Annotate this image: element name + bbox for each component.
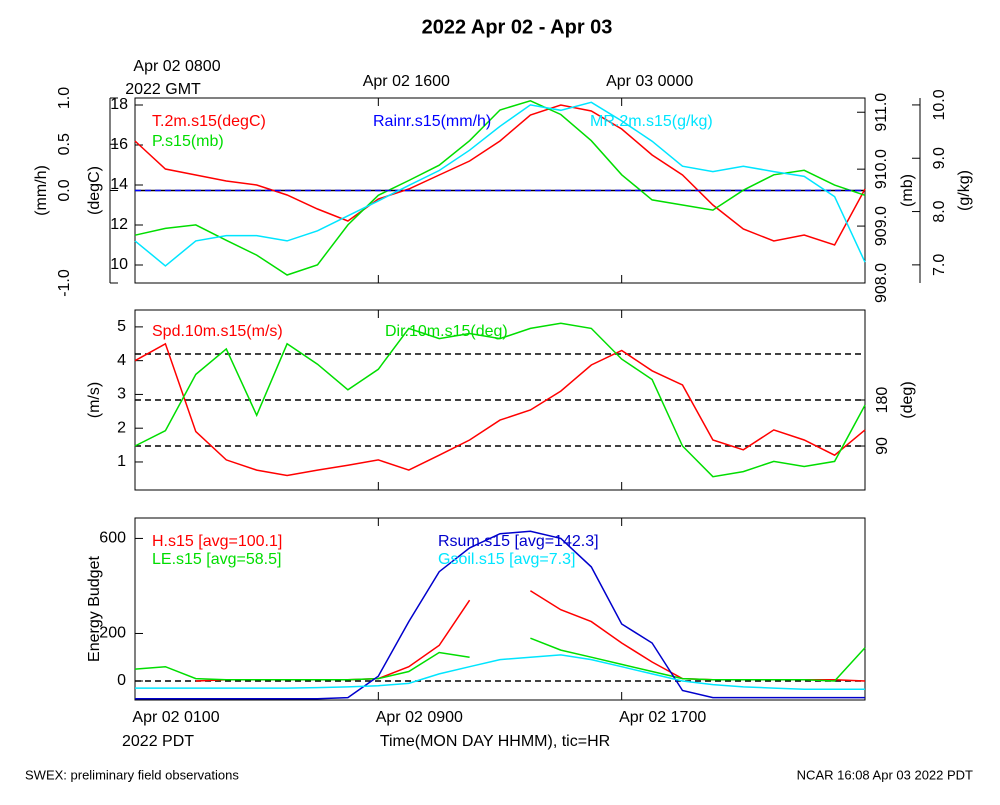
x-tick-label: Apr 02 0900 xyxy=(376,709,463,726)
y-tick-label: 911.0 xyxy=(873,93,890,132)
y-tick-label: 12 xyxy=(110,216,128,233)
series-line xyxy=(134,101,866,267)
series-line xyxy=(134,104,866,246)
x2-tick-label: Apr 02 1600 xyxy=(363,73,450,90)
chart-title: 2022 Apr 02 - Apr 03 xyxy=(422,16,613,38)
y-tick-label: 4 xyxy=(117,352,126,369)
legend-label: MR.2m.s15(g/kg) xyxy=(590,113,713,130)
legend-label: P.s15(mb) xyxy=(152,133,224,150)
footer: SWEX: preliminary field observations xyxy=(25,767,239,782)
x2-tick-label: Apr 02 0800 xyxy=(133,58,220,75)
y-tick-label: 1 xyxy=(117,453,126,470)
y-tick-label: 90 xyxy=(874,437,891,455)
legend-label: Gsoil.s15 [avg=7.3] xyxy=(438,551,575,568)
legend-label: Rainr.s15(mm/h) xyxy=(373,113,491,130)
y-tick-label: -1.0 xyxy=(56,269,73,297)
y-tick-label: 0.5 xyxy=(56,133,73,155)
plot-frame xyxy=(134,517,866,701)
series-line xyxy=(135,530,865,700)
series-line xyxy=(134,637,866,682)
y-tick-label: 5 xyxy=(117,318,126,335)
legend-label: H.s15 [avg=100.1] xyxy=(152,533,282,550)
y-tick-label: 10 xyxy=(110,256,128,273)
legend-label: Rsum.s15 [avg=142.3] xyxy=(438,533,599,550)
y-axis-title: Energy Budget xyxy=(86,556,103,662)
y-tick-label: 16 xyxy=(110,136,128,153)
y-axis-title: (mm/h) xyxy=(33,165,50,216)
y-tick-label: 0.0 xyxy=(56,179,73,201)
legend-label: Spd.10m.s15(m/s) xyxy=(152,323,283,340)
x-tick-label: Apr 02 0100 xyxy=(132,709,219,726)
y-tick-label: 14 xyxy=(110,176,128,193)
x-axis-title: Time(MON DAY HHMM), tic=HR xyxy=(380,733,610,750)
y-tick-label: 2 xyxy=(117,419,126,436)
legend-label: LE.s15 [avg=58.5] xyxy=(152,551,281,568)
legend-label: Dir.10m.s15(deg) xyxy=(385,323,508,340)
series-line xyxy=(134,342,866,477)
y-tick-label: 7.0 xyxy=(931,254,948,276)
x2-tick-label: Apr 03 0000 xyxy=(606,73,693,90)
y-tick-label: 3 xyxy=(117,386,126,403)
y-tick-label: 9.0 xyxy=(931,147,948,169)
y-axis-title: (deg) xyxy=(899,381,916,418)
x-note: 2022 PDT xyxy=(122,733,194,750)
y-tick-label: 1.0 xyxy=(56,87,73,109)
y-tick-label: 18 xyxy=(110,96,128,113)
y-tick-label: 200 xyxy=(99,625,126,642)
y-tick-label: 909.0 xyxy=(873,206,890,246)
y-tick-label: 600 xyxy=(99,530,126,547)
y-axis-title: (m/s) xyxy=(86,382,103,418)
x-tick-label: Apr 02 1700 xyxy=(619,709,706,726)
series-line xyxy=(134,322,866,478)
y-axis-title: (degC) xyxy=(86,166,103,215)
y-tick-label: 8.0 xyxy=(931,200,948,222)
y-tick-label: 910.0 xyxy=(873,149,890,189)
series-line xyxy=(134,100,866,276)
x2-note: 2022 GMT xyxy=(125,81,201,98)
series-line xyxy=(195,590,866,682)
y-axis-title: (mb) xyxy=(899,174,916,207)
y-tick-label: 10.0 xyxy=(931,89,948,120)
footer: NCAR 16:08 Apr 03 2022 PDT xyxy=(797,767,973,782)
y-tick-label: 180 xyxy=(874,387,891,414)
legend-label: T.2m.s15(degC) xyxy=(152,113,266,130)
y-tick-label: 908.0 xyxy=(873,263,890,303)
series-line xyxy=(135,654,865,691)
y-tick-label: 0 xyxy=(117,672,126,689)
y-axis-title: (g/kg) xyxy=(956,170,973,211)
